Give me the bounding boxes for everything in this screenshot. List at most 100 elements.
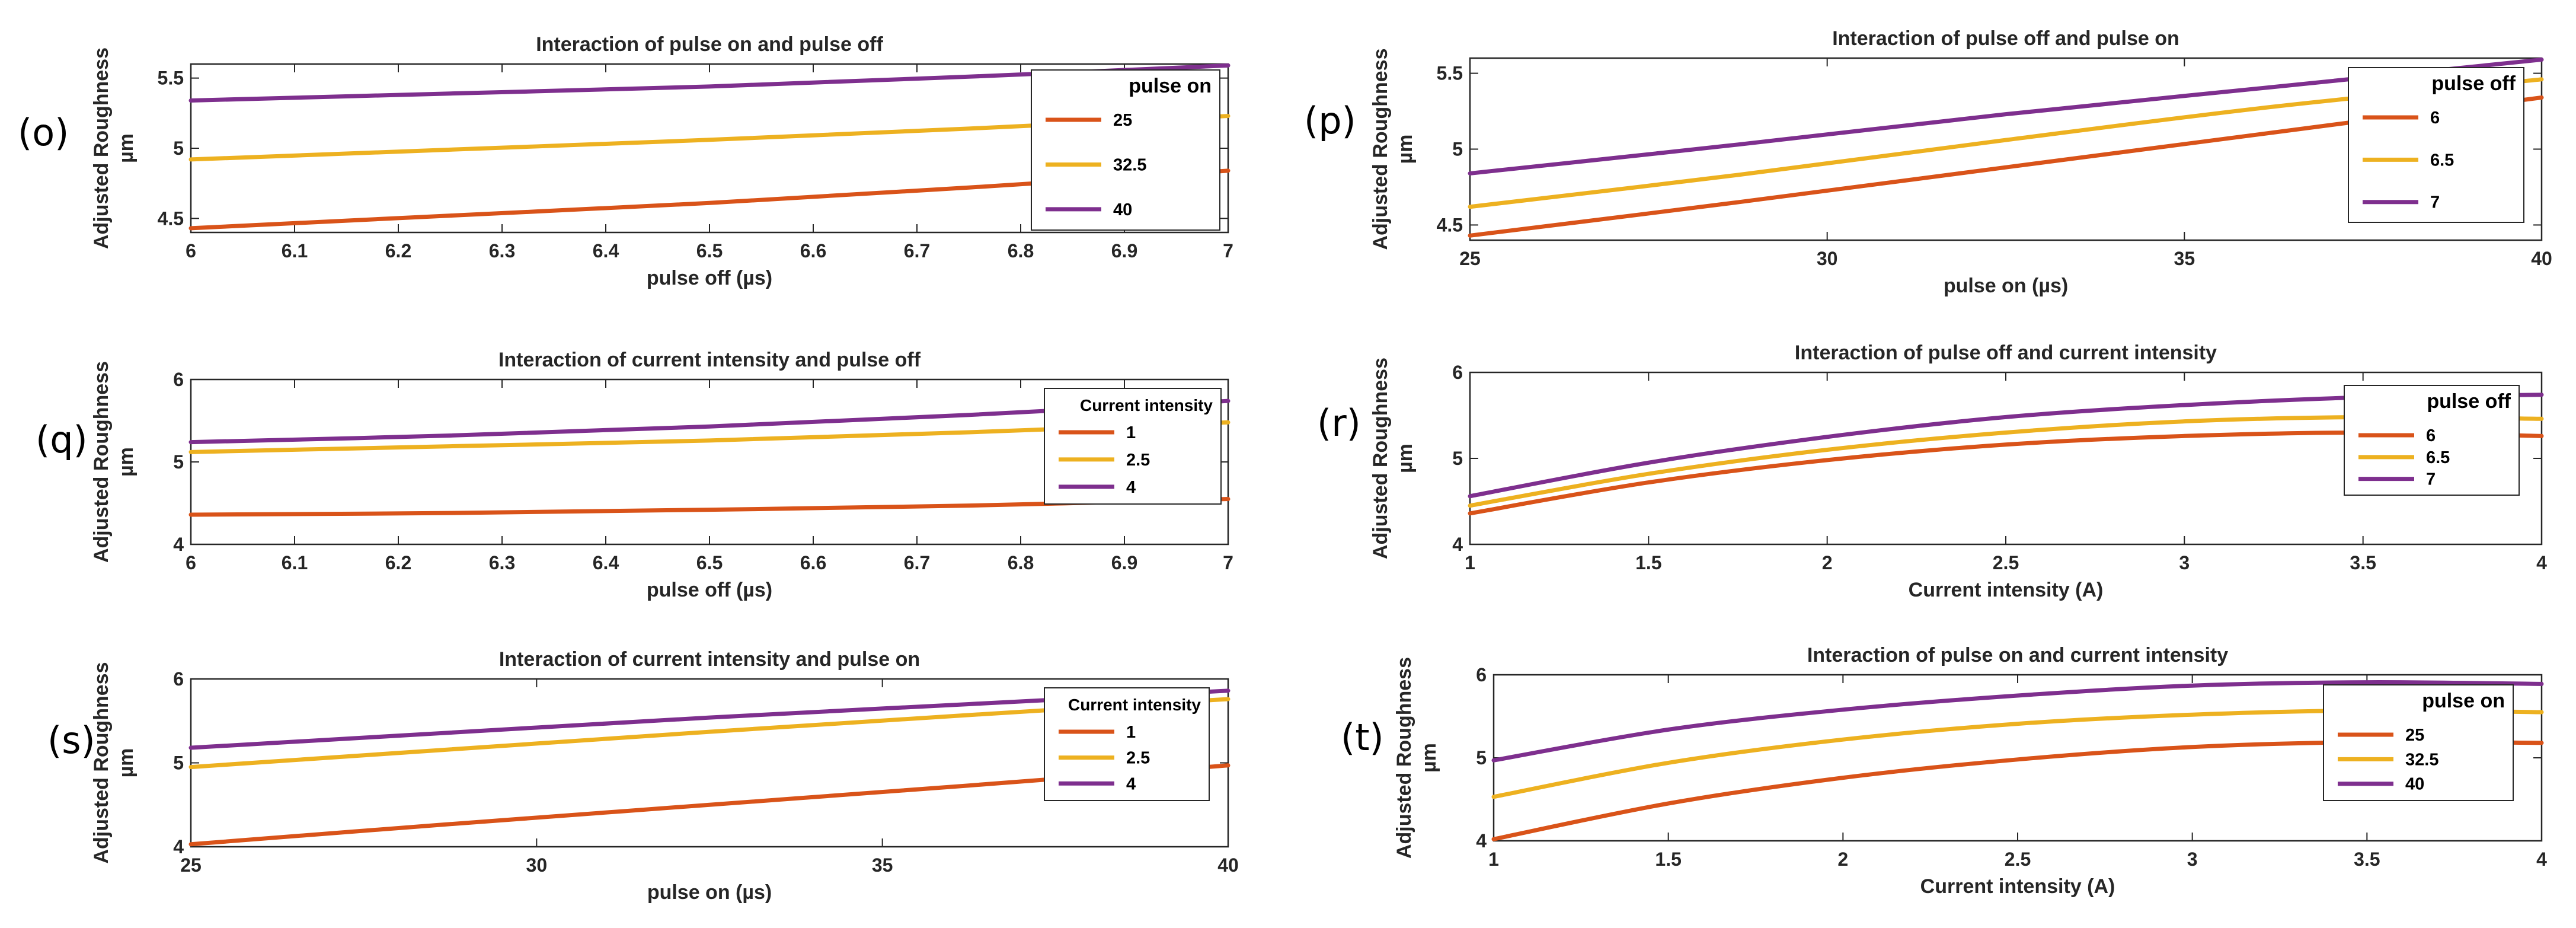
x-tick-label: 2.5 bbox=[2005, 849, 2031, 870]
legend-entry: 6 bbox=[2426, 426, 2436, 445]
x-tick-label: 2.5 bbox=[1993, 552, 2019, 573]
chart-panel: (q) Interaction of current intensity and … bbox=[36, 349, 1233, 601]
y-tick-label: 5.5 bbox=[158, 68, 184, 89]
x-axis-label: Current intensity (A) bbox=[1920, 875, 2115, 898]
legend-title: pulse off bbox=[2427, 390, 2511, 413]
legend-entry: 4 bbox=[1126, 478, 1136, 497]
x-axis-label: Current intensity (A) bbox=[1909, 579, 2104, 601]
legend-entry: 2.5 bbox=[1126, 749, 1150, 768]
y-tick-label: 4 bbox=[173, 836, 184, 857]
x-tick-label: 4 bbox=[2536, 849, 2547, 870]
legend-box bbox=[2323, 684, 2514, 801]
y-tick-label: 5.5 bbox=[1437, 63, 1463, 84]
legend-entry: 1 bbox=[1126, 723, 1136, 742]
legend-entry: 25 bbox=[1113, 111, 1132, 130]
legend-entry: 32.5 bbox=[2405, 750, 2438, 769]
panel-label: (p) bbox=[1304, 99, 1356, 142]
chart-title: Interaction of pulse on and pulse off bbox=[536, 33, 883, 56]
y-tick-label: 5 bbox=[173, 138, 184, 159]
y-tick-label: 4.5 bbox=[158, 208, 184, 229]
x-tick-label: 3.5 bbox=[2350, 552, 2376, 573]
y-tick-label: 4 bbox=[173, 534, 184, 555]
legend-entry: 6 bbox=[2430, 109, 2440, 127]
x-axis-label: pulse on (µs) bbox=[1944, 275, 2068, 297]
x-tick-label: 1 bbox=[1488, 849, 1499, 870]
chart-panel: (o) Interaction of pulse on and pulse off… bbox=[18, 33, 1233, 289]
x-tick-label: 6.3 bbox=[489, 552, 515, 573]
y-tick-label: 5 bbox=[173, 451, 184, 473]
y-axis-unit: µm bbox=[115, 447, 138, 477]
x-tick-label: 6 bbox=[186, 552, 196, 573]
legend-entry: 6.5 bbox=[2430, 151, 2454, 170]
chart-title: Interaction of current intensity and pul… bbox=[498, 349, 921, 371]
x-tick-label: 6.4 bbox=[593, 240, 619, 262]
y-axis-label: Adjusted Roughness bbox=[90, 47, 113, 249]
x-tick-label: 6.8 bbox=[1008, 552, 1034, 573]
x-tick-label: 6.1 bbox=[282, 240, 308, 262]
legend-title: pulse on bbox=[2422, 690, 2505, 712]
x-tick-label: 6.6 bbox=[800, 240, 826, 262]
panel-label: (t) bbox=[1341, 716, 1384, 759]
x-tick-label: 6.4 bbox=[593, 552, 619, 573]
y-axis-label: Adjusted Roughness bbox=[1369, 358, 1392, 559]
legend-entry: 2.5 bbox=[1126, 451, 1150, 470]
x-tick-label: 1.5 bbox=[1655, 849, 1681, 870]
y-axis-label: Adjusted Roughness bbox=[90, 361, 113, 563]
x-tick-label: 40 bbox=[2531, 248, 2552, 269]
legend-entry: 32.5 bbox=[1113, 155, 1146, 174]
x-tick-label: 25 bbox=[180, 854, 202, 876]
x-tick-label: 6 bbox=[186, 240, 196, 262]
x-tick-label: 40 bbox=[1217, 854, 1239, 876]
x-tick-label: 7 bbox=[1223, 240, 1233, 262]
x-tick-label: 6.9 bbox=[1111, 240, 1137, 262]
y-tick-label: 6 bbox=[173, 668, 184, 690]
x-tick-label: 2 bbox=[1837, 849, 1848, 870]
x-tick-label: 6.2 bbox=[385, 552, 411, 573]
x-tick-label: 35 bbox=[872, 854, 893, 876]
y-tick-label: 5 bbox=[173, 752, 184, 774]
legend-entry: 7 bbox=[2426, 470, 2436, 489]
panel-label: (s) bbox=[47, 719, 95, 762]
legend-entry: 7 bbox=[2430, 193, 2440, 212]
x-tick-label: 6.5 bbox=[696, 240, 723, 262]
x-tick-label: 6.9 bbox=[1111, 552, 1137, 573]
y-tick-label: 4 bbox=[1476, 830, 1487, 852]
x-tick-label: 1.5 bbox=[1635, 552, 1661, 573]
y-tick-label: 6 bbox=[173, 369, 184, 390]
x-tick-label: 30 bbox=[1817, 248, 1838, 269]
legend-entry: 6.5 bbox=[2426, 448, 2450, 467]
x-tick-label: 6.8 bbox=[1008, 240, 1034, 262]
legend-title: Current intensity bbox=[1080, 396, 1213, 414]
series-line bbox=[1491, 680, 2544, 763]
legend-entry: 25 bbox=[2405, 726, 2424, 745]
x-tick-label: 6.6 bbox=[800, 552, 826, 573]
x-tick-label: 1 bbox=[1465, 552, 1475, 573]
panel-label: (r) bbox=[1317, 401, 1361, 445]
x-tick-label: 6.1 bbox=[282, 552, 308, 573]
x-tick-label: 4 bbox=[2536, 552, 2547, 573]
x-tick-label: 35 bbox=[2174, 248, 2195, 269]
y-tick-label: 4.5 bbox=[1437, 214, 1463, 235]
y-tick-label: 4 bbox=[1452, 534, 1463, 555]
y-axis-label: Adjusted Roughness bbox=[90, 662, 113, 863]
y-axis-label: Adjusted Roughness bbox=[1369, 48, 1392, 250]
legend-entry: 4 bbox=[1126, 774, 1136, 793]
x-tick-label: 25 bbox=[1459, 248, 1481, 269]
chart-title: Interaction of pulse off and pulse on bbox=[1832, 27, 2179, 50]
legend-box bbox=[1031, 69, 1220, 231]
chart-title: Interaction of pulse off and current int… bbox=[1795, 342, 2217, 364]
y-tick-label: 6 bbox=[1476, 664, 1487, 685]
y-axis-unit: µm bbox=[1394, 444, 1417, 473]
chart-title: Interaction of pulse on and current inte… bbox=[1807, 644, 2228, 666]
y-tick-label: 5 bbox=[1452, 448, 1463, 469]
x-tick-label: 6.2 bbox=[385, 240, 411, 262]
legend-entry: 40 bbox=[2405, 775, 2424, 794]
panel-label: (q) bbox=[36, 418, 88, 461]
y-axis-label: Adjusted Roughness bbox=[1393, 657, 1415, 859]
y-axis-unit: µm bbox=[1418, 743, 1440, 773]
legend-entry: 40 bbox=[1113, 200, 1132, 219]
x-tick-label: 3 bbox=[2187, 849, 2198, 870]
x-tick-label: 2 bbox=[1822, 552, 1833, 573]
x-tick-label: 7 bbox=[1223, 552, 1233, 573]
